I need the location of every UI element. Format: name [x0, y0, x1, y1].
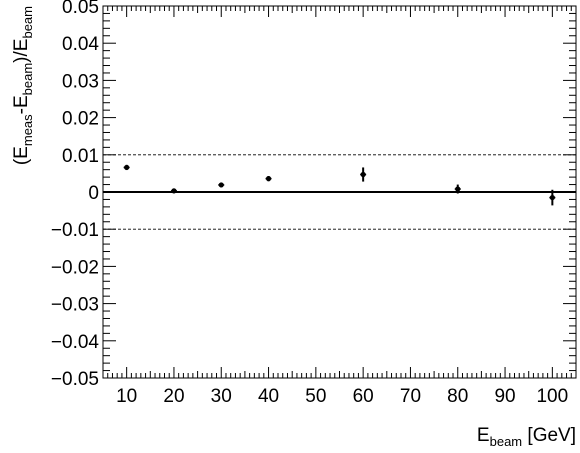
- y-tick-label: −0.01: [51, 220, 99, 241]
- reference-lines: [103, 154, 576, 230]
- x-axis-label-sub: beam: [490, 434, 523, 449]
- y-axis-label-part2: -E: [11, 95, 32, 114]
- data-point: [218, 182, 224, 188]
- y-tick-label: 0.03: [62, 71, 99, 92]
- y-tick-label: −0.03: [51, 295, 99, 316]
- y-tick-label: 0.04: [62, 34, 99, 55]
- x-tick-label: 80: [447, 386, 468, 407]
- y-tick-label: −0.05: [51, 369, 99, 390]
- x-axis-label-main: E: [477, 425, 490, 446]
- data-point: [265, 176, 272, 182]
- x-tick-label: 40: [258, 386, 279, 407]
- x-tick-label: 100: [536, 386, 568, 407]
- y-tick-label: 0.02: [62, 109, 99, 130]
- data-point: [360, 171, 366, 178]
- y-tick-label: 0.01: [62, 146, 99, 167]
- data-points: [123, 164, 556, 206]
- x-tick-label: 50: [305, 386, 326, 407]
- tick-labels: 10 20 30 40 50 60 70 80 90 100 0.05 0.04 0.03 0.02 0.0…: [51, 0, 568, 407]
- data-point: [171, 188, 177, 194]
- data-point: [455, 186, 461, 192]
- y-axis-label-part1: (E: [11, 146, 32, 165]
- y-tick-label: 0.05: [62, 0, 99, 18]
- y-axis-label-sub1: meas: [20, 114, 35, 146]
- y-axis-label: (Emeas-Ebeam)/Ebeam: [11, 6, 35, 165]
- x-axis-label: Ebeam [GeV]: [477, 425, 576, 449]
- y-tick-label: 0: [88, 183, 99, 204]
- x-tick-label: 20: [163, 386, 184, 407]
- x-tick-label: 10: [116, 386, 137, 407]
- x-tick-label: 90: [494, 386, 515, 407]
- y-axis-label-sub2: beam: [20, 63, 35, 96]
- x-tick-label: 30: [211, 386, 232, 407]
- x-tick-label: 60: [353, 386, 374, 407]
- x-tick-label: 70: [400, 386, 421, 407]
- y-tick-label: −0.02: [51, 257, 99, 278]
- y-axis-label-sub3: beam: [20, 6, 35, 39]
- axis-ticks: [102, 5, 577, 379]
- y-axis-label-part3: )/E: [11, 39, 32, 63]
- y-tick-label: −0.04: [51, 332, 100, 353]
- data-point: [549, 194, 555, 201]
- x-axis-label-unit: [GeV]: [522, 425, 576, 446]
- data-point: [124, 164, 130, 171]
